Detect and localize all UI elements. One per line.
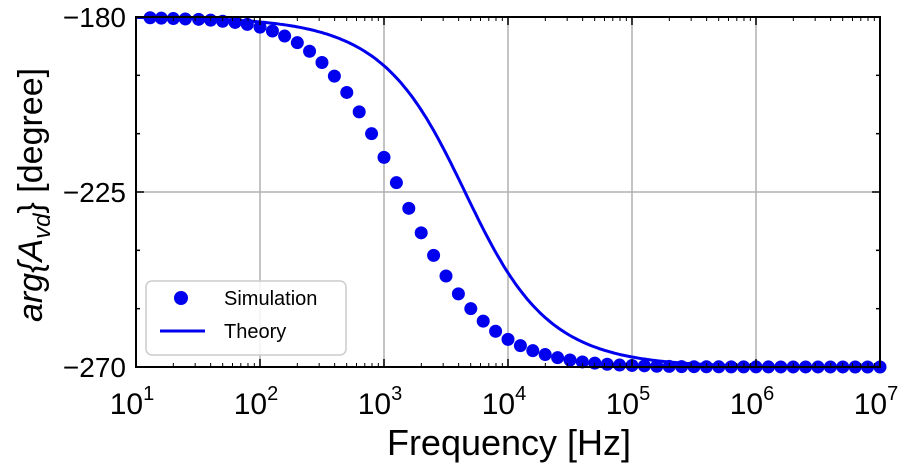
simulation-point [253, 20, 267, 34]
x-tick-label-exponent: 1 [143, 383, 154, 405]
simulation-point [563, 353, 577, 367]
simulation-point [414, 226, 428, 240]
simulation-point [538, 348, 552, 362]
legend-simulation-marker [174, 291, 188, 305]
y-axis-label-sub: vd [29, 213, 56, 239]
legend-simulation-label: Simulation [224, 288, 317, 310]
simulation-point [637, 359, 651, 373]
x-tick-label: 103 [358, 383, 403, 421]
simulation-point [402, 201, 416, 215]
x-tick-label-base: 10 [482, 388, 515, 421]
simulation-point [303, 44, 317, 58]
simulation-point [265, 24, 279, 38]
x-tick-label-exponent: 7 [887, 383, 898, 405]
y-axis-label-tail: } [degree] [12, 68, 50, 214]
x-tick-label: 104 [482, 383, 527, 421]
x-tick-label-exponent: 2 [267, 383, 278, 405]
y-tick-label: −180 [63, 2, 126, 33]
x-tick-label-exponent: 3 [391, 383, 402, 405]
x-tick-label-exponent: 4 [515, 383, 526, 405]
simulation-point [575, 355, 589, 369]
x-tick-label-exponent: 5 [639, 383, 650, 405]
simulation-point [389, 176, 403, 190]
x-tick-label-base: 10 [854, 388, 887, 421]
x-tick-label-exponent: 6 [763, 383, 774, 405]
y-tick-label: −225 [63, 177, 126, 208]
y-axis-label-main: arg{A [12, 239, 50, 322]
simulation-point [192, 12, 206, 26]
simulation-point [377, 150, 391, 164]
simulation-point [513, 339, 527, 353]
simulation-point [290, 36, 304, 50]
legend: Simulation Theory [145, 280, 347, 356]
simulation-point [178, 12, 192, 26]
x-tick-label-base: 10 [730, 388, 763, 421]
simulation-point [327, 69, 341, 83]
x-tick-label: 105 [606, 383, 651, 421]
x-tick-label-base: 10 [606, 388, 639, 421]
simulation-point [340, 85, 354, 99]
simulation-point [352, 105, 366, 119]
x-tick-label: 106 [730, 383, 775, 421]
simulation-point [451, 287, 465, 301]
simulation-point [427, 248, 441, 262]
y-tick-label: −270 [63, 352, 126, 383]
simulation-point [489, 324, 503, 338]
axis-ticks [135, 16, 881, 368]
simulation-point [439, 269, 453, 283]
x-tick-label: 101 [110, 383, 155, 421]
simulation-point [216, 14, 230, 28]
simulation-point [464, 302, 478, 316]
y-axis-label: arg{Avd} [degree] [12, 68, 56, 322]
simulation-point [476, 314, 490, 328]
simulation-point [154, 11, 168, 25]
y-tick-labels: −180 −225 −270 [63, 2, 126, 383]
simulation-point [240, 17, 254, 31]
x-tick-label-base: 10 [358, 388, 391, 421]
x-tick-label: 107 [854, 383, 899, 421]
simulation-point [315, 56, 329, 69]
simulation-point [228, 15, 242, 29]
legend-box [145, 280, 347, 356]
x-tick-labels: 101 102 103 104 105 106 107 [110, 383, 899, 421]
simulation-point [501, 332, 515, 346]
legend-theory-label: Theory [224, 321, 286, 343]
simulation-point [600, 357, 614, 371]
simulation-point [278, 29, 292, 43]
x-axis-label: Frequency [Hz] [387, 422, 631, 463]
x-tick-label-base: 10 [234, 388, 267, 421]
simulation-point [551, 351, 565, 365]
simulation-point [526, 344, 540, 358]
x-tick-label-base: 10 [110, 388, 143, 421]
x-tick-label: 102 [234, 383, 279, 421]
simulation-point [365, 127, 379, 141]
